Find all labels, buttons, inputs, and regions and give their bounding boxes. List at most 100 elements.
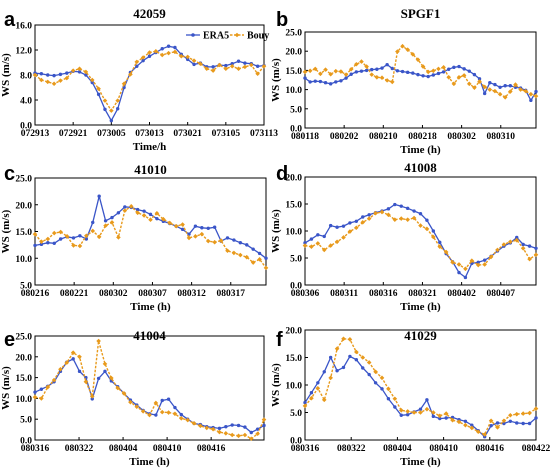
era5-data-point bbox=[344, 76, 348, 80]
era5-data-point bbox=[364, 68, 369, 73]
buoy-data-point bbox=[341, 336, 346, 342]
y-tick-label: 0.0 bbox=[290, 437, 302, 447]
era5-data-point bbox=[482, 91, 487, 96]
x-tick-label: 073013 bbox=[135, 129, 164, 139]
era5-data-point bbox=[412, 209, 416, 213]
era5-data-point bbox=[477, 77, 482, 81]
era5-data-point bbox=[154, 413, 158, 417]
y-tick-label: 20.0 bbox=[15, 353, 32, 363]
x-tick-label: 080410 bbox=[429, 444, 458, 454]
era5-series-line bbox=[304, 63, 537, 102]
buoy-data-point bbox=[328, 71, 333, 77]
buoy-data-point bbox=[96, 234, 102, 240]
era5-data-point bbox=[39, 387, 44, 391]
era5-data-point bbox=[52, 241, 56, 245]
era5-data-point bbox=[450, 415, 455, 420]
buoy-data-point bbox=[257, 257, 262, 262]
era5-data-point bbox=[431, 73, 436, 77]
buoy-data-point bbox=[109, 375, 114, 381]
buoy-data-point bbox=[77, 66, 82, 72]
x-tick-label: 080416 bbox=[476, 444, 505, 454]
buoy-data-point bbox=[410, 51, 416, 57]
buoy-data-point bbox=[436, 66, 441, 72]
era5-data-point bbox=[359, 69, 364, 73]
plot-frame bbox=[304, 176, 537, 286]
buoy-data-point bbox=[153, 400, 159, 406]
buoy-data-point bbox=[533, 93, 539, 99]
buoy-data-point bbox=[212, 239, 217, 245]
era5-data-point bbox=[230, 62, 234, 66]
buoy-data-point bbox=[186, 235, 192, 241]
era5-data-point bbox=[457, 64, 461, 69]
buoy-data-point bbox=[64, 360, 70, 365]
buoy-data-point bbox=[198, 61, 203, 67]
buoy-data-point bbox=[461, 73, 467, 78]
buoy-data-point bbox=[103, 223, 108, 228]
buoy-data-point bbox=[443, 249, 449, 255]
buoy-data-point bbox=[520, 245, 526, 251]
buoy-data-point bbox=[51, 81, 57, 87]
buoy-series-line bbox=[304, 338, 537, 436]
buoy-data-point bbox=[475, 429, 481, 435]
buoy-data-point bbox=[400, 43, 405, 49]
era5-data-point bbox=[147, 54, 152, 58]
buoy-data-point bbox=[466, 81, 472, 87]
era5-data-point bbox=[322, 234, 326, 239]
buoy-data-point bbox=[166, 410, 171, 415]
y-tick-label: 25.0 bbox=[15, 175, 32, 185]
buoy-data-point bbox=[242, 64, 248, 70]
era5-data-point bbox=[212, 225, 217, 229]
panel-c: c 41010 5.0 10.0 15.0 20.0 25.0 080216 080221 080… bbox=[0, 162, 269, 313]
x-tick-label: 080311 bbox=[330, 289, 358, 299]
era5-data-point bbox=[318, 79, 323, 84]
x-tick-label: 080302 bbox=[447, 132, 476, 142]
era5-data-point bbox=[348, 354, 352, 359]
y-axis-label: WS (m/s) bbox=[270, 363, 282, 407]
y-tick-label: 15.0 bbox=[285, 354, 302, 364]
era5-data-point bbox=[421, 74, 425, 78]
buoy-data-point bbox=[96, 338, 101, 344]
buoy-data-point bbox=[384, 78, 390, 83]
x-tick-label: 080218 bbox=[408, 132, 437, 142]
era5-data-point bbox=[262, 423, 266, 428]
x-tick-label: 080316 bbox=[21, 444, 50, 454]
buoy-data-point bbox=[497, 91, 503, 97]
panel-letter: f bbox=[276, 329, 283, 351]
era5-data-point bbox=[116, 211, 121, 215]
era5-data-point bbox=[142, 209, 146, 213]
buoy-data-point bbox=[366, 216, 372, 221]
x-axis-label: Time (h) bbox=[400, 456, 441, 468]
y-tick-label: 5.0 bbox=[20, 416, 32, 426]
buoy-data-point bbox=[161, 216, 166, 222]
x-tick-label: 080322 bbox=[65, 444, 94, 454]
x-tick-label: 073105 bbox=[212, 129, 241, 139]
era5-data-point bbox=[508, 419, 513, 423]
y-tick-label: 20.0 bbox=[15, 201, 32, 211]
panel-b: b SPGF1 0.0 5.0 10.0 15.0 20.0 25.0 080118 080202… bbox=[270, 6, 539, 156]
x-tick-label: 080306 bbox=[291, 289, 320, 299]
panel-title: 41010 bbox=[134, 162, 167, 177]
buoy-data-point bbox=[488, 418, 494, 424]
buoy-data-point bbox=[96, 86, 101, 92]
x-tick-label: 073005 bbox=[97, 129, 126, 139]
era5-data-point bbox=[411, 71, 415, 75]
buoy-data-point bbox=[456, 419, 462, 425]
era5-data-point bbox=[375, 67, 379, 71]
buoy-data-point bbox=[140, 408, 146, 414]
buoy-data-point bbox=[134, 59, 140, 65]
x-tick-label: 072913 bbox=[21, 129, 50, 139]
panel-title: 41008 bbox=[404, 160, 437, 175]
era5-data-point bbox=[308, 80, 312, 84]
era5-data-point bbox=[386, 397, 391, 401]
y-tick-label: 20.0 bbox=[285, 48, 302, 58]
y-tick-label: 0.0 bbox=[290, 282, 302, 292]
era5-data-point bbox=[405, 70, 410, 75]
era5-data-point bbox=[399, 413, 403, 417]
buoy-data-point bbox=[255, 71, 260, 77]
buoy-data-point bbox=[242, 432, 248, 438]
era5-data-point bbox=[488, 80, 492, 85]
era5-data-point bbox=[390, 66, 394, 71]
buoy-data-point bbox=[102, 361, 108, 367]
era5-data-point bbox=[185, 57, 190, 62]
buoy-data-point bbox=[359, 59, 364, 64]
